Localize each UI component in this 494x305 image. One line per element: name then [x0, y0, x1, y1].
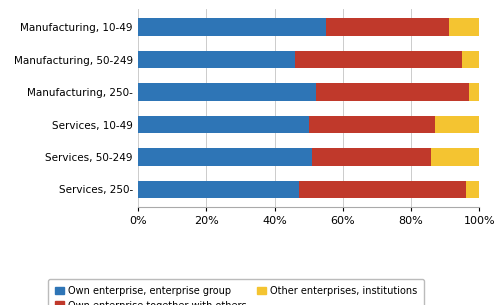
Bar	[465, 181, 479, 198]
Bar	[138, 83, 316, 101]
Bar	[138, 148, 312, 166]
Bar	[312, 148, 431, 166]
Bar	[435, 116, 479, 134]
Bar	[316, 83, 469, 101]
Bar	[138, 51, 295, 69]
Bar	[469, 83, 479, 101]
Legend: Own enterprise, enterprise group, Own enterprise together with others, Other ent: Own enterprise, enterprise group, Own en…	[48, 279, 424, 305]
Bar	[309, 116, 435, 134]
Bar	[326, 18, 449, 36]
Bar	[295, 51, 462, 69]
Bar	[138, 116, 309, 134]
Bar	[431, 148, 479, 166]
Bar	[138, 181, 298, 198]
Bar	[298, 181, 465, 198]
Bar	[462, 51, 479, 69]
Bar	[138, 18, 326, 36]
Bar	[449, 18, 479, 36]
